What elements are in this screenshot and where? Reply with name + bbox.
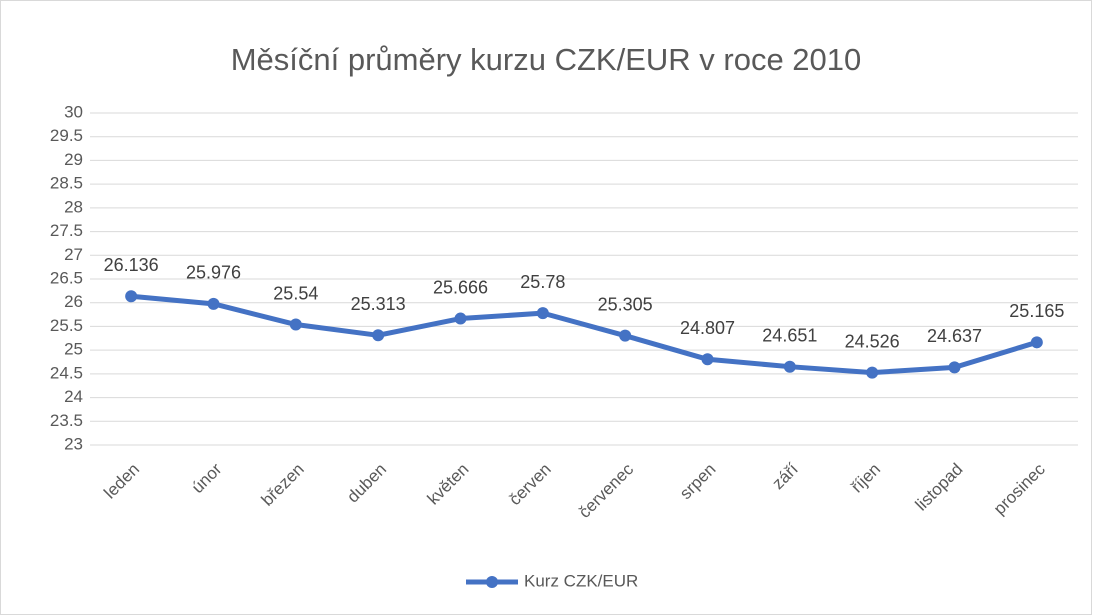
chart-title: Měsíční průměry kurzu CZK/EUR v roce 201… xyxy=(231,42,862,77)
marker xyxy=(536,307,549,320)
data-label: 25.666 xyxy=(433,277,488,297)
y-tick-label: 29 xyxy=(64,150,83,169)
marker xyxy=(948,361,961,374)
line xyxy=(130,293,1038,376)
data-label: 25.165 xyxy=(1009,301,1064,321)
data-label: 24.526 xyxy=(845,331,900,351)
legend-marker xyxy=(486,576,498,588)
data-label: 25.54 xyxy=(273,283,318,303)
data-label: 25.976 xyxy=(186,263,241,283)
y-tick-label: 28 xyxy=(64,197,83,216)
marker xyxy=(1030,336,1043,349)
marker xyxy=(619,329,632,342)
y-tick-label: 28.5 xyxy=(50,174,83,193)
y-tick-label: 27.5 xyxy=(50,221,83,240)
data-label: 24.651 xyxy=(762,325,817,345)
marker xyxy=(701,353,714,366)
legend-label: Kurz CZK/EUR xyxy=(524,571,638,590)
marker xyxy=(783,360,796,373)
y-tick-label: 25.5 xyxy=(50,316,83,335)
y-tick-label: 24 xyxy=(64,387,83,406)
y-tick-label: 23.5 xyxy=(50,411,83,430)
marker xyxy=(866,366,879,379)
y-tick-label: 27 xyxy=(64,245,83,264)
y-tick-label: 30 xyxy=(64,102,83,121)
marker xyxy=(289,318,302,331)
data-label: 24.807 xyxy=(680,318,735,338)
marker xyxy=(207,297,220,310)
marker xyxy=(125,290,138,303)
y-tick-label: 25 xyxy=(64,340,83,359)
marker xyxy=(454,312,467,325)
marker xyxy=(372,329,385,342)
data-label: 25.305 xyxy=(598,294,653,314)
y-tick-label: 23 xyxy=(64,434,83,453)
y-tick-label: 29.5 xyxy=(50,126,83,145)
y-tick-label: 24.5 xyxy=(50,363,83,382)
y-tick-label: 26.5 xyxy=(50,268,83,287)
y-tick-label: 26 xyxy=(64,292,83,311)
data-label: 26.136 xyxy=(104,255,159,275)
data-label: 25.78 xyxy=(520,272,565,292)
data-label: 24.637 xyxy=(927,326,982,346)
data-label: 25.313 xyxy=(351,294,406,314)
